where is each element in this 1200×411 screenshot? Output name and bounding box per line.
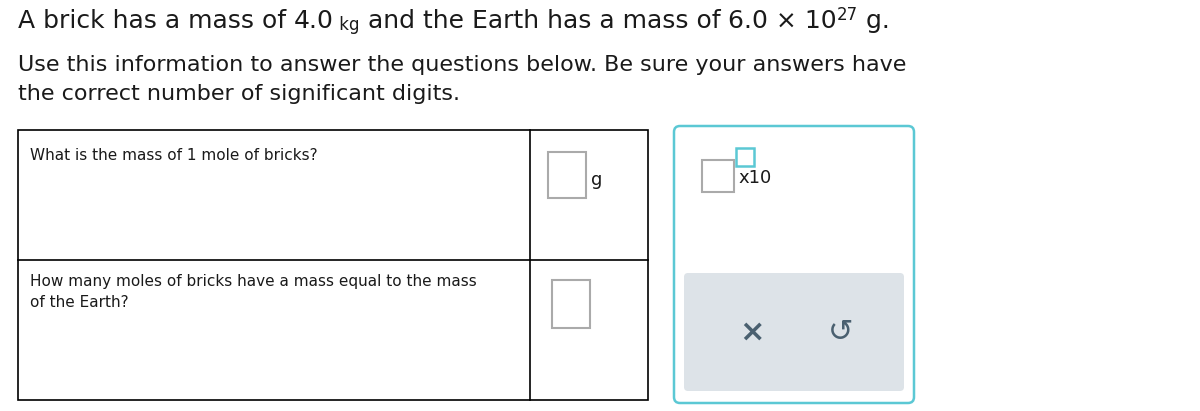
Text: and the Earth has a mass of: and the Earth has a mass of bbox=[360, 9, 728, 33]
Bar bbox=[552, 280, 590, 328]
Text: 27: 27 bbox=[836, 6, 858, 24]
Text: ↺: ↺ bbox=[828, 318, 853, 346]
Text: x10: x10 bbox=[738, 169, 772, 187]
Bar bbox=[702, 160, 734, 192]
Text: A brick has a mass of: A brick has a mass of bbox=[18, 9, 294, 33]
FancyBboxPatch shape bbox=[684, 273, 904, 391]
Text: g: g bbox=[592, 171, 602, 189]
Bar bbox=[736, 148, 754, 166]
Bar bbox=[18, 130, 648, 400]
Text: How many moles of bricks have a mass equal to the mass
of the Earth?: How many moles of bricks have a mass equ… bbox=[30, 274, 476, 310]
Bar bbox=[548, 152, 586, 198]
Text: 6.0 × 10: 6.0 × 10 bbox=[728, 9, 836, 33]
Text: Use this information to answer the questions below. Be sure your answers have
th: Use this information to answer the quest… bbox=[18, 55, 906, 104]
Text: g.: g. bbox=[858, 9, 889, 33]
Text: kg: kg bbox=[334, 16, 360, 34]
FancyBboxPatch shape bbox=[674, 126, 914, 403]
Text: What is the mass of 1 mole of bricks?: What is the mass of 1 mole of bricks? bbox=[30, 148, 318, 163]
Text: ×: × bbox=[739, 318, 764, 346]
Text: 4.0: 4.0 bbox=[294, 9, 334, 33]
